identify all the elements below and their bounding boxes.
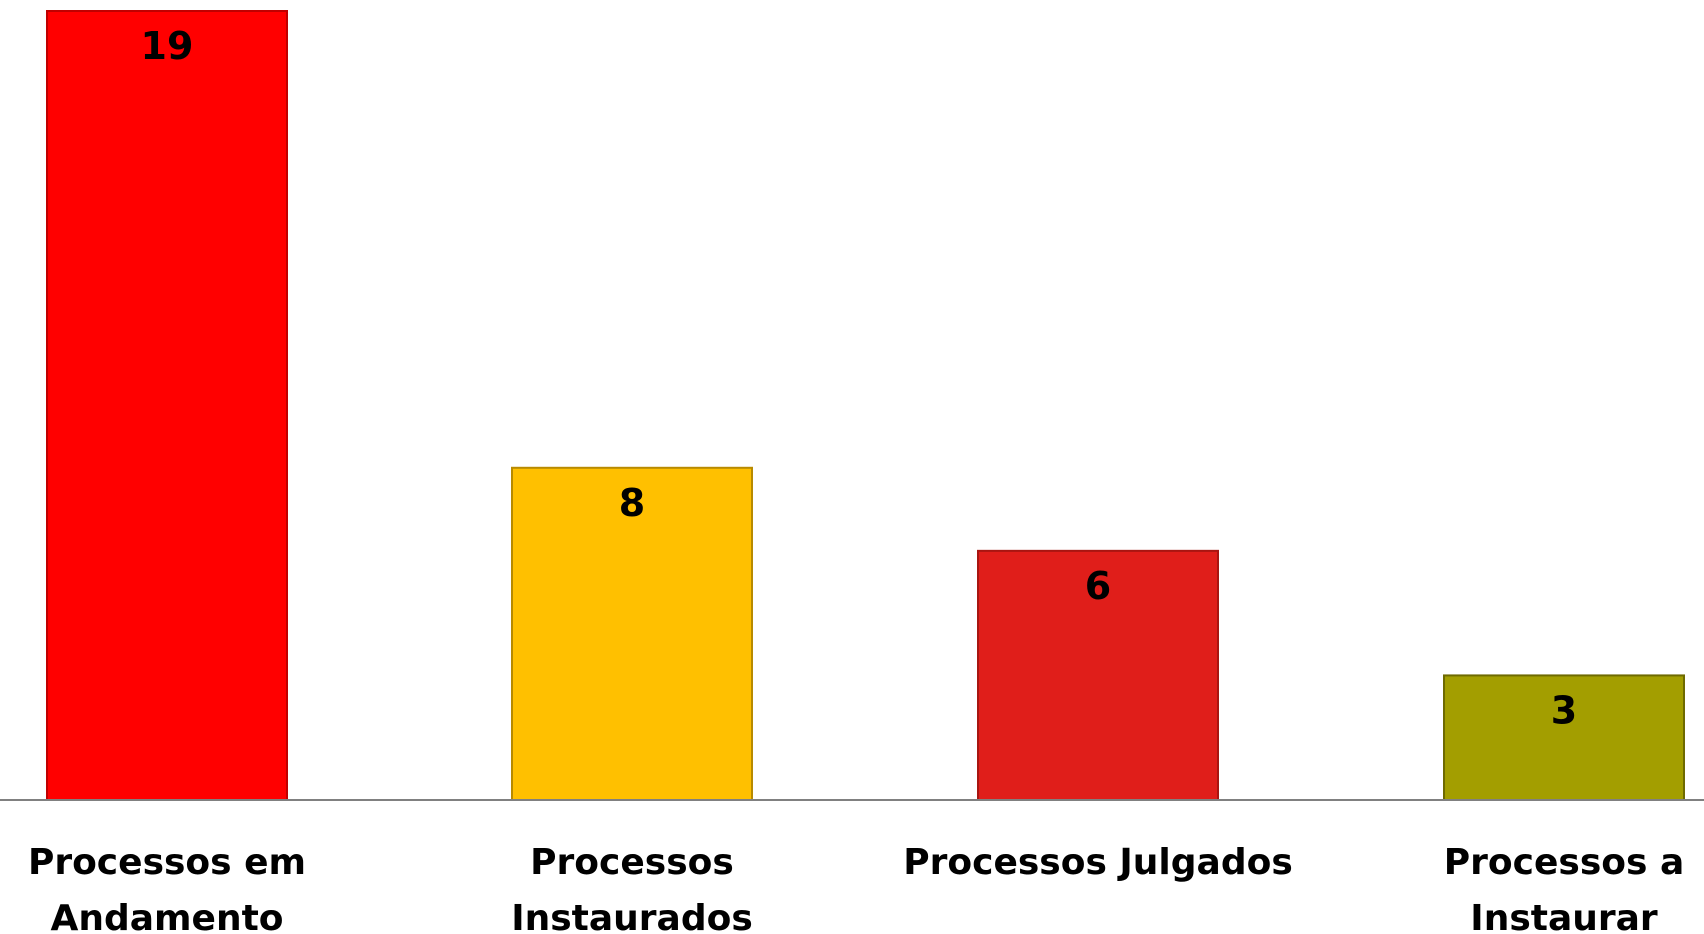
bar-value-label: 3 [1551,688,1577,732]
bar-2 [511,466,753,801]
bar-4 [1443,674,1685,802]
bar-3 [977,549,1219,801]
bars [46,10,1685,802]
category-label: Processos em [28,842,306,883]
category-label: Processos a [1444,842,1684,883]
category-label: Instaurar [1470,898,1658,934]
category-label: Processos [530,842,734,883]
bar-value-labels: 19 8 6 3 [141,24,1578,732]
bar-value-label: 6 [1085,564,1111,608]
category-label: Instaurados [511,898,753,934]
category-labels: Processos em Andamento Processos Instaurado… [28,842,1684,934]
bar-value-label: 19 [141,24,194,68]
bar-value-label: 8 [619,481,645,525]
category-label: Andamento [50,898,283,934]
category-label: Processos Julgados [903,842,1293,883]
bar-1 [46,10,288,801]
